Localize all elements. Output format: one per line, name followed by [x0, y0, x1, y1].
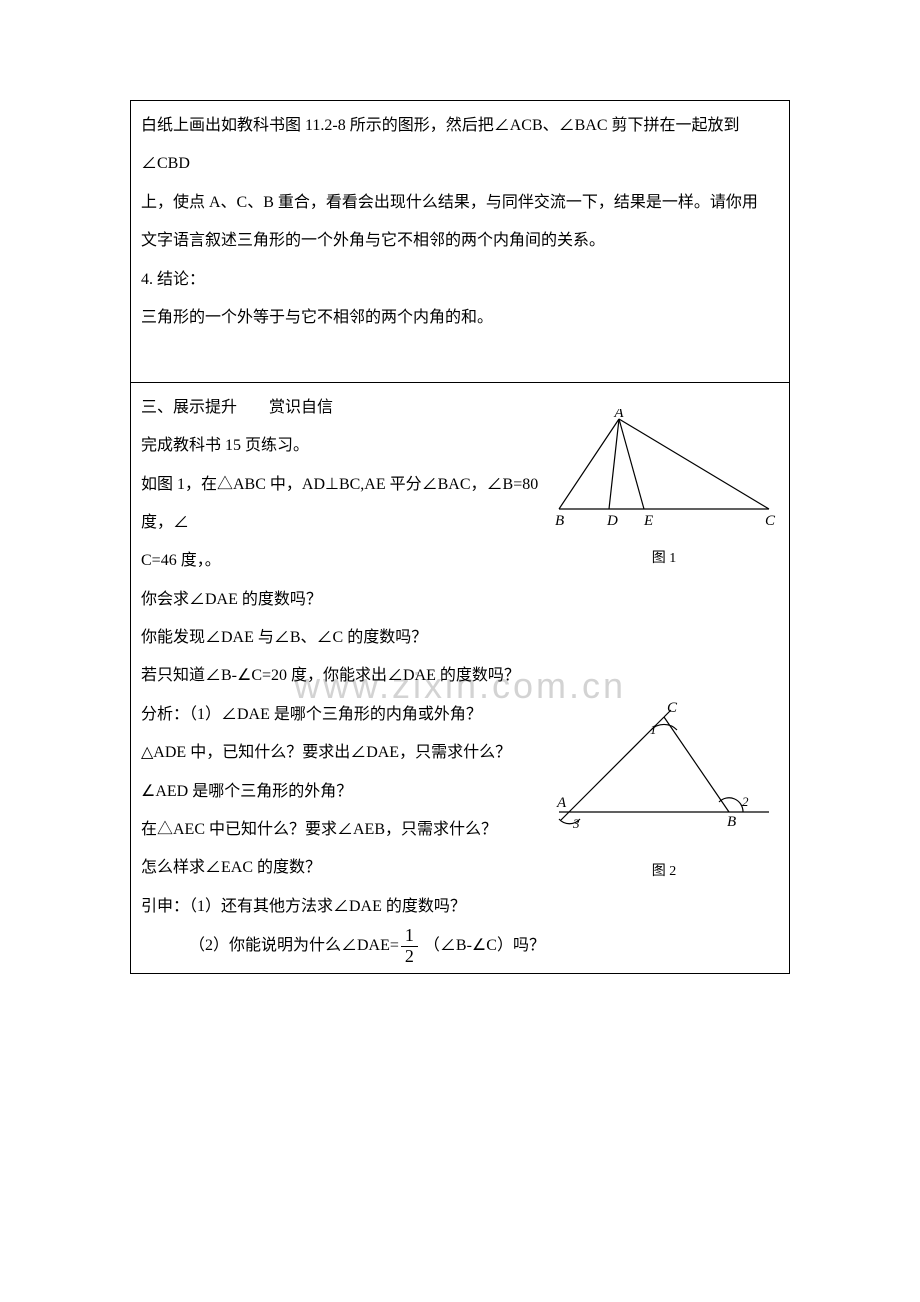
content-table: 白纸上画出如教科书图 11.2-8 所示的图形，然后把∠ACB、∠BAC 剪下拼… [130, 100, 790, 974]
page-content: 白纸上画出如教科书图 11.2-8 所示的图形，然后把∠ACB、∠BAC 剪下拼… [0, 0, 920, 1174]
figure-2-container: C A B 1 2 3 图 2 [549, 702, 779, 884]
content-layer: A B D E C 图 1 三、展示提升 赏识自信 完成教科书 15 页练习。 … [141, 389, 779, 967]
label-C2: C [667, 702, 678, 716]
para-fraction-line: （2）你能说明为什么∠DAE=12 （∠B-∠C）吗？ [141, 926, 779, 967]
figure-1-label: 图 1 [549, 548, 779, 570]
cell-bottom: www.zixin.com.cn A B [131, 382, 790, 973]
text-after-frac: （∠B-∠C）吗？ [420, 937, 545, 954]
label-B2: B [727, 814, 736, 830]
label-B: B [555, 513, 564, 529]
para: 文字语言叙述三角形的一个外角与它不相邻的两个内角间的关系。 [141, 222, 779, 260]
label-D: D [606, 513, 618, 529]
label-1: 1 [650, 722, 657, 737]
frac-den: 2 [401, 947, 418, 967]
fraction: 12 [401, 926, 418, 967]
label-3: 3 [572, 816, 580, 831]
spacer [141, 337, 779, 375]
label-A: A [613, 409, 624, 421]
figure-2-label: 图 2 [549, 861, 779, 883]
para: 上，使点 A、C、B 重合，看看会出现什么结果，与同伴交流一下，结果是一样。请你… [141, 184, 779, 222]
label-2: 2 [742, 794, 749, 809]
para: 你会求∠DAE 的度数吗？ [141, 581, 779, 619]
para: 白纸上画出如教科书图 11.2-8 所示的图形，然后把∠ACB、∠BAC 剪下拼… [141, 107, 779, 184]
figure-1-container: A B D E C 图 1 [549, 409, 779, 571]
label-A2: A [556, 795, 567, 811]
text-before-frac: （2）你能说明为什么∠DAE= [189, 937, 399, 954]
para: 4. 结论： [141, 261, 779, 299]
figure-1-svg: A B D E C [549, 409, 779, 529]
label-E: E [643, 513, 653, 529]
para: 你能发现∠DAE 与∠B、∠C 的度数吗？ [141, 619, 779, 657]
para: 引申：（1）还有其他方法求∠DAE 的度数吗？ [141, 888, 779, 926]
figure-2-svg: C A B 1 2 3 [549, 702, 779, 842]
label-C: C [765, 513, 776, 529]
frac-num: 1 [401, 926, 418, 947]
section-title: 三、展示提升 赏识自信 [141, 399, 333, 416]
para: 三角形的一个外等于与它不相邻的两个内角的和。 [141, 299, 779, 337]
para: 若只知道∠B-∠C=20 度，你能求出∠DAE 的度数吗？ [141, 657, 779, 695]
cell-top: 白纸上画出如教科书图 11.2-8 所示的图形，然后把∠ACB、∠BAC 剪下拼… [131, 101, 790, 383]
